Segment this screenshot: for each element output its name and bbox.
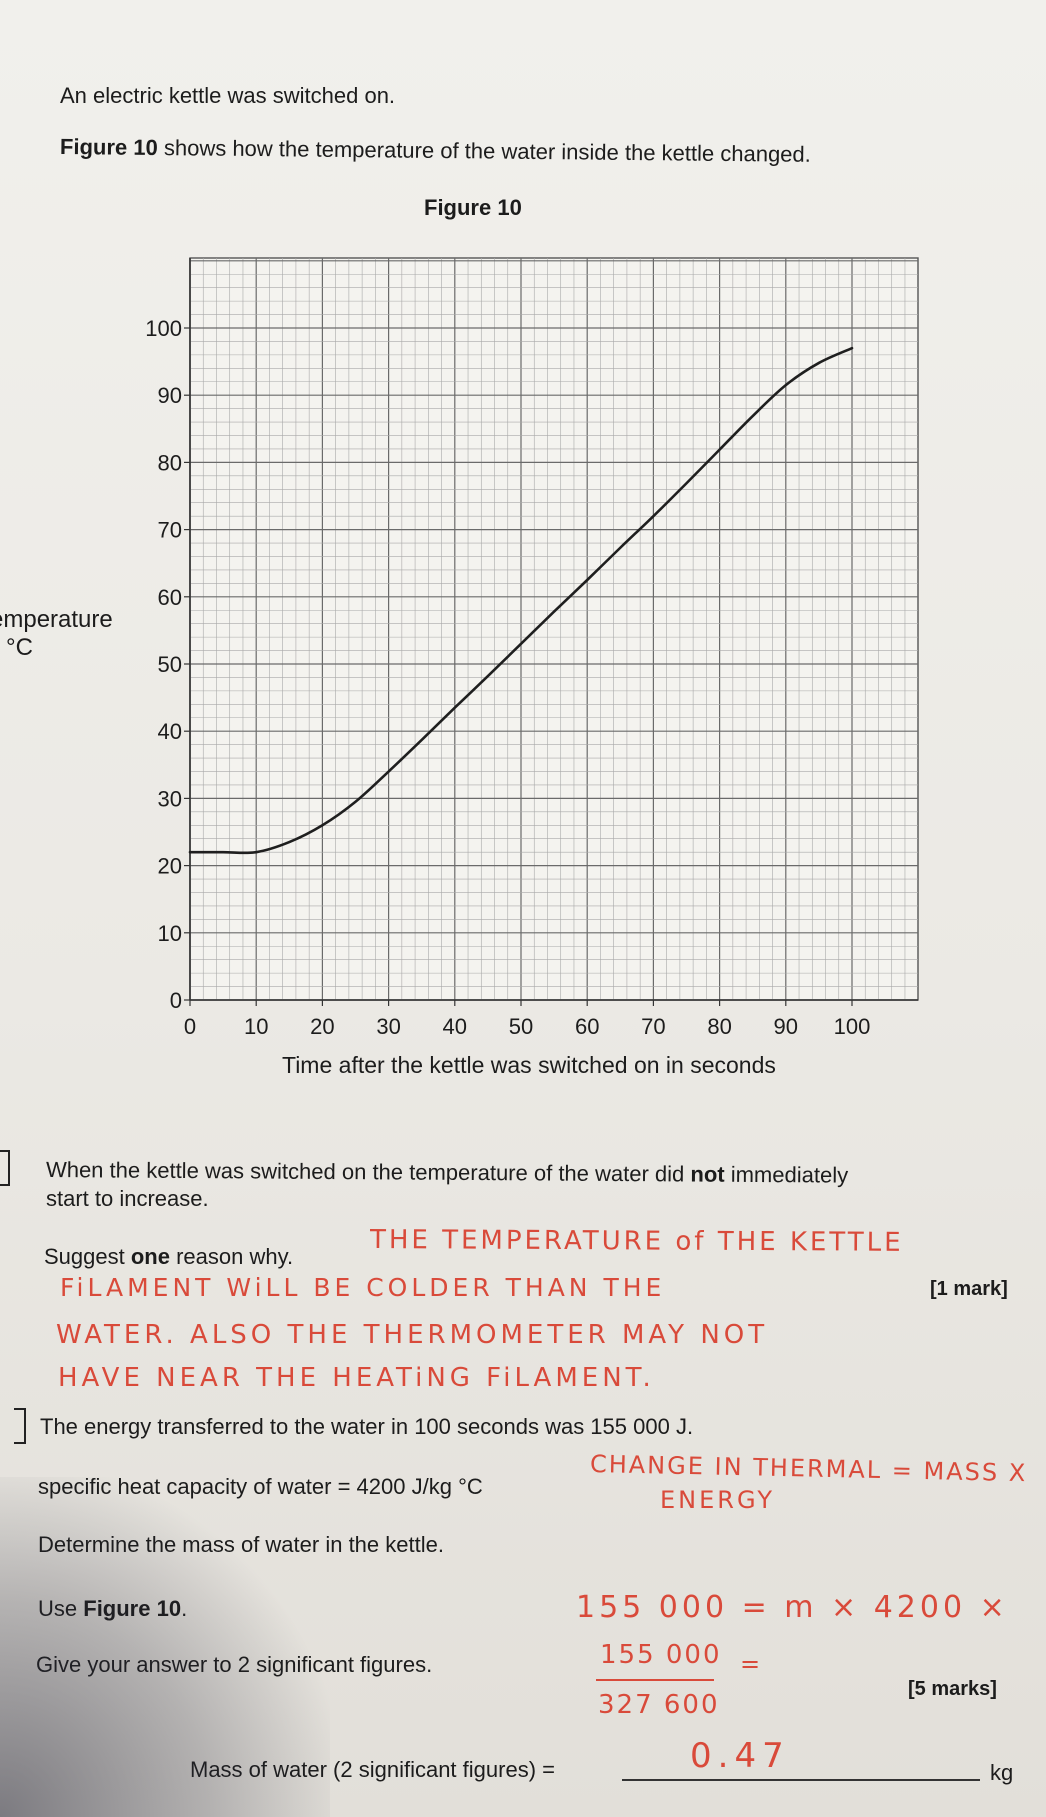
q1-answer-line-2: FiLAMENT WiLL BE COLDER THAN THE bbox=[60, 1273, 666, 1302]
x-tick-label: 90 bbox=[774, 1014, 798, 1039]
y-tick-label: 50 bbox=[158, 652, 182, 677]
answer-label: Mass of water (2 significant figures) = bbox=[190, 1757, 555, 1782]
answer-unit: kg bbox=[990, 1760, 1014, 1785]
q2-use-a: Use bbox=[38, 1596, 84, 1621]
y-tick-label: 70 bbox=[158, 518, 182, 543]
x-tick-label: 50 bbox=[509, 1014, 533, 1039]
q2-sigfig: Give your answer to 2 significant figure… bbox=[36, 1652, 433, 1677]
figure-ref: Figure 10 bbox=[59, 134, 158, 161]
q1-text-line-2: start to increase. bbox=[46, 1186, 209, 1211]
y-axis-label-line-2: n °C bbox=[0, 634, 33, 661]
q1-answer-line-4: HAVE NEAR THE HEATiNG FiLAMENT. bbox=[58, 1363, 655, 1393]
question-number-box-1 bbox=[0, 1150, 10, 1186]
q1-suggest-one: one bbox=[130, 1244, 170, 1269]
y-tick-label: 0 bbox=[170, 988, 182, 1013]
q1-answer-line-3: WATER. ALSO THE THERMOMETER MAY NOT bbox=[56, 1320, 769, 1350]
temperature-curve bbox=[188, 346, 854, 855]
y-tick-label: 100 bbox=[145, 316, 182, 341]
answer-line bbox=[622, 1779, 980, 1781]
x-tick-label: 10 bbox=[244, 1014, 268, 1039]
y-tick-label: 30 bbox=[158, 786, 182, 811]
q2-use-figure-ref: Figure 10 bbox=[83, 1596, 182, 1621]
y-tick-label: 60 bbox=[158, 585, 182, 610]
q2-use-c: . bbox=[181, 1596, 188, 1621]
q1-suggest-c: reason why. bbox=[169, 1244, 294, 1269]
x-tick-label: 60 bbox=[575, 1014, 599, 1039]
question-number-box-2 bbox=[14, 1408, 26, 1444]
q2-hand-calc-3: 327 600 bbox=[598, 1690, 720, 1720]
q1-text-a: When the kettle was switched on the temp… bbox=[45, 1157, 691, 1187]
q2-hand-calc-2: 155 000 bbox=[600, 1640, 722, 1670]
x-tick-label: 40 bbox=[443, 1014, 467, 1039]
figure-title: Figure 10 bbox=[424, 195, 522, 220]
q2-hand-equation-1: CHANGE IN THERMAL = MASS X bbox=[589, 1450, 1028, 1488]
x-tick-label: 70 bbox=[641, 1014, 665, 1039]
q2-hand-fraction-bar bbox=[596, 1679, 714, 1681]
q1-answer-line-1: THE TEMPERATURE of THE KETTLE bbox=[369, 1225, 904, 1258]
x-tick-label: 20 bbox=[310, 1014, 334, 1039]
y-tick-label: 80 bbox=[158, 450, 182, 475]
q2-use-figure: Use Figure 10. bbox=[38, 1596, 187, 1622]
x-tick-label: 100 bbox=[834, 1014, 871, 1039]
x-tick-label: 0 bbox=[184, 1014, 196, 1039]
q2-hand-calc-equals: = bbox=[740, 1650, 763, 1678]
intro-line-1: An electric kettle was switched on. bbox=[60, 83, 396, 108]
y-tick-label: 40 bbox=[158, 719, 182, 744]
q2-energy: The energy transferred to the water in 1… bbox=[40, 1414, 694, 1439]
x-tick-label: 30 bbox=[376, 1014, 400, 1039]
q2-hand-calc-1: 155 000 = m × 4200 × bbox=[576, 1590, 1009, 1625]
y-tick-label: 10 bbox=[158, 921, 182, 946]
x-tick-label: 80 bbox=[707, 1014, 731, 1039]
intro-line-2-rest: shows how the temperature of the water i… bbox=[163, 135, 811, 167]
q1-marks: [1 mark] bbox=[930, 1278, 1008, 1300]
q2-hand-equation-2: ENERGY bbox=[660, 1486, 776, 1514]
q1-suggest-a: Suggest bbox=[44, 1244, 131, 1269]
q2-shc: specific heat capacity of water = 4200 J… bbox=[38, 1474, 483, 1499]
q2-marks: [5 marks] bbox=[908, 1678, 997, 1700]
q1-text-c: immediately bbox=[724, 1161, 849, 1188]
y-axis-label-line-1: emperature bbox=[0, 606, 113, 633]
temperature-time-chart: 0 10 20 30 40 50 60 70 80 90 100 0 10 20 30 40 50 60 70 80 9… bbox=[145, 257, 919, 1039]
q1-text-not: not bbox=[690, 1161, 725, 1187]
x-axis-label: Time after the kettle was switched on in… bbox=[282, 1052, 776, 1078]
q2-determine: Determine the mass of water in the kettl… bbox=[38, 1532, 444, 1557]
intro-line-2: Figure 10 shows how the temperature of t… bbox=[60, 134, 811, 168]
y-tick-label: 90 bbox=[158, 383, 182, 408]
answer-value: 0.47 bbox=[690, 1736, 790, 1776]
q1-suggest: Suggest one reason why. bbox=[44, 1244, 293, 1270]
y-tick-label: 20 bbox=[158, 854, 182, 879]
